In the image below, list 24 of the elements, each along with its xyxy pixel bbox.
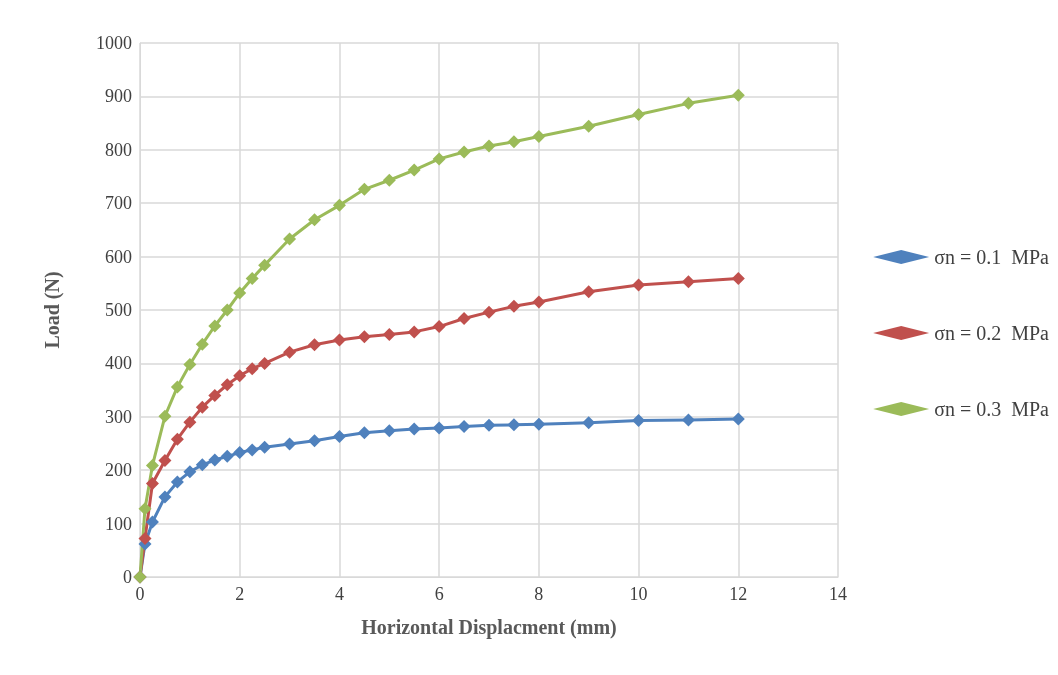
legend-label: σn = 0.2 MPa (934, 322, 1050, 344)
x-tick-label: 6 (434, 584, 444, 604)
y-tick-label: 500 (105, 300, 132, 320)
y-tick-label: 600 (105, 246, 132, 267)
y-tick-label: 0 (123, 567, 132, 587)
x-axis-title: Horizontal Displacment (mm) (361, 616, 617, 639)
x-tick-label: 12 (729, 584, 748, 604)
y-tick-label: 800 (105, 139, 132, 160)
legend-label: σn = 0.1 MPa (934, 246, 1050, 268)
x-tick-label: 0 (135, 584, 145, 604)
legend-label: σn = 0.3 MPa (934, 398, 1050, 420)
y-tick-label: 300 (105, 406, 132, 427)
y-tick-label: 100 (105, 513, 132, 534)
x-tick-label: 14 (829, 584, 847, 604)
y-tick-label: 1000 (96, 33, 132, 53)
x-tick-label: 10 (629, 584, 648, 604)
y-tick-label: 200 (105, 460, 132, 481)
x-tick-label: 2 (235, 584, 245, 604)
y-tick-label: 700 (105, 193, 132, 214)
x-tick-label: 8 (534, 584, 544, 604)
y-tick-label: 900 (105, 86, 132, 107)
y-axis-title: Load (N) (41, 271, 64, 349)
y-tick-label: 400 (105, 353, 132, 374)
x-tick-label: 4 (334, 584, 344, 604)
